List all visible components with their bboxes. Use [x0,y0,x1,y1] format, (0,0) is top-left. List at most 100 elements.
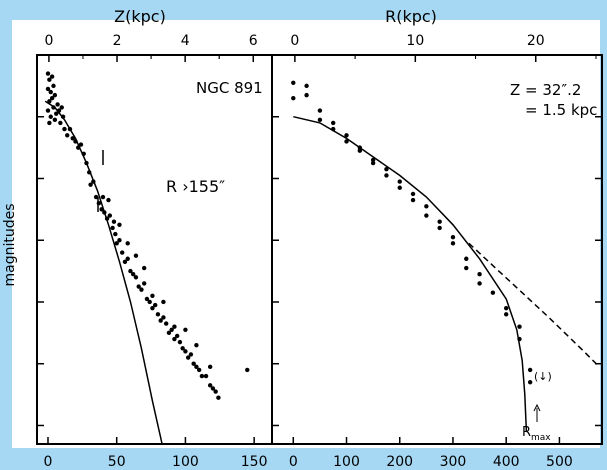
left-top-tick-label: 0 [44,33,53,49]
left-data-point [70,136,75,141]
right-top-axis-label: R(kpc) [385,7,437,26]
left-data-point [47,77,52,82]
left-fit-line [44,100,163,445]
right-data-point [291,96,296,101]
left-data-point [88,182,93,187]
left-data-point [207,383,213,388]
left-data-point [49,74,55,79]
left-data-point [49,96,55,101]
left-data-point [150,293,155,299]
left-data-point [188,352,194,357]
left-data-point [169,327,174,332]
left-data-point [45,86,51,92]
left-data-point [113,231,118,237]
left-data-point [158,318,163,323]
left-data-point [194,364,199,370]
right-annotation-rmax-sub: max [531,433,551,443]
right-annotation-rmax: R [522,425,531,440]
right-panel: R(kpc) Z = 32″.2 = 1.5 kpc R max (↓) 0 10… [271,7,603,470]
left-data-point [172,336,177,342]
right-data-point [331,120,336,126]
left-data-point [194,343,199,348]
right-bottom-tick-label: 400 [493,454,520,470]
right-data-point [527,380,533,385]
left-data-point [65,133,70,138]
right-data-point [464,265,469,271]
right-data-point [304,92,309,98]
left-data-point [106,197,111,203]
right-data-point [517,324,522,329]
right-data-point [317,117,323,123]
left-data-point [199,373,205,379]
right-data-point [424,204,429,209]
left-data-point [78,142,84,147]
left-data-point [152,302,158,308]
left-data-point [117,238,122,243]
left-data-point [48,114,53,119]
right-data-point [450,241,456,246]
right-data-point [410,191,416,197]
right-data-point [477,281,482,286]
right-data-point [384,167,389,172]
left-data-point [122,259,128,265]
y-axis-label: magnitudes [2,203,18,286]
left-data-point [180,346,185,351]
right-bottom-tick-label: 300 [440,454,467,470]
left-data-point [52,117,58,123]
left-data-point [128,268,133,274]
right-data-point [503,312,509,317]
left-data-point [107,213,113,218]
left-data-point [125,256,130,261]
left-bottom-tick-label: 0 [44,454,53,470]
left-data-point [185,355,191,360]
right-data-point [317,108,323,113]
right-data-point [397,185,402,190]
left-data-point [207,364,213,370]
left-data-point [147,299,152,305]
right-data-point [291,80,296,85]
left-data-point [139,287,144,292]
left-data-point [133,253,139,258]
left-data-point [110,225,115,231]
right-data-point [304,83,309,89]
plot-area-background [12,20,600,448]
right-data-point [344,133,349,138]
left-data-point [45,71,51,76]
right-data-point [357,148,363,153]
left-panel: Z(kpc) NGC 891 R ›155″ 0 50 100 150 0 2 4 6 [36,7,273,470]
right-data-point [464,256,469,261]
right-bottom-tick-label: 100 [333,454,360,470]
left-data-point [210,386,216,391]
right-data-point [370,160,376,166]
left-data-point [62,126,67,132]
left-bottom-tick-label: 50 [108,454,126,470]
left-data-point [51,83,56,89]
left-top-tick-label: 2 [113,33,122,49]
right-data-point [437,225,442,231]
right-data-point [424,213,429,218]
left-data-point [133,275,139,280]
right-bottom-tick-label: 200 [386,454,413,470]
left-data-point [48,89,53,95]
left-data-point [203,373,209,379]
right-top-tick-label: 20 [527,33,545,49]
left-data-point [52,92,58,98]
left-top-axis-label: Z(kpc) [114,7,166,26]
right-series [291,80,600,432]
left-data-point [166,330,172,336]
left-data-point [125,241,130,246]
right-data-point [410,197,416,203]
left-data-point [141,265,147,271]
left-data-point [161,299,166,305]
left-top-tick-label: 4 [181,33,190,49]
left-data-point [120,250,125,255]
left-data-point [174,333,180,339]
left-data-point [191,361,196,366]
right-panel-frame [271,54,603,445]
left-series [44,71,250,445]
left-ticks: 0 50 100 150 0 2 4 6 [37,33,268,470]
right-extrapolation-line [468,242,600,368]
left-data-point [96,200,102,206]
left-data-point [163,321,169,326]
